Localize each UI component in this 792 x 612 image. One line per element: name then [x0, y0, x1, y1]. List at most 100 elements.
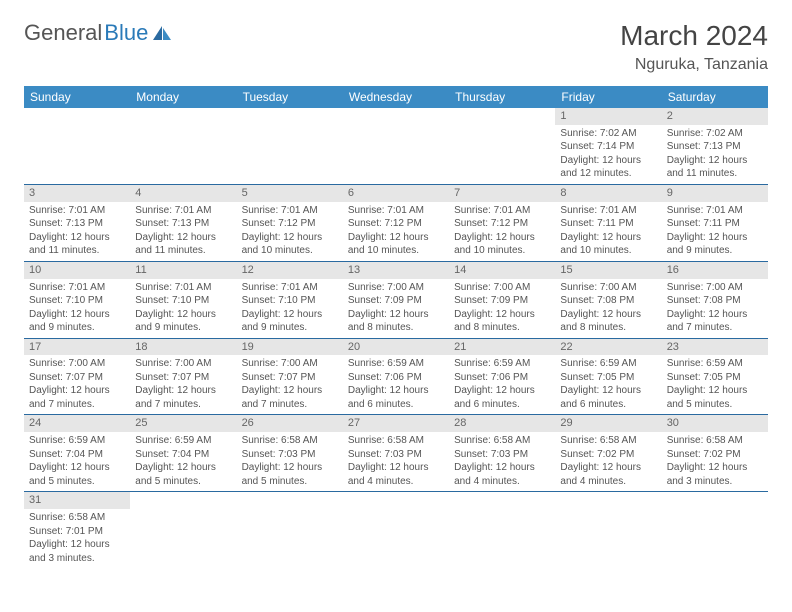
calendar-day-cell: [449, 108, 555, 184]
calendar-day-cell: [237, 492, 343, 568]
day-detail-daylight1: Daylight: 12 hours: [454, 461, 550, 475]
day-number: 15: [555, 262, 661, 279]
day-detail-sunrise: Sunrise: 6:58 AM: [29, 511, 125, 525]
calendar-day-cell: 13Sunrise: 7:00 AMSunset: 7:09 PMDayligh…: [343, 261, 449, 338]
calendar-day-cell: 19Sunrise: 7:00 AMSunset: 7:07 PMDayligh…: [237, 338, 343, 415]
day-detail-sunrise: Sunrise: 7:00 AM: [29, 357, 125, 371]
day-detail-daylight2: and 4 minutes.: [348, 475, 444, 489]
day-detail-sunrise: Sunrise: 6:58 AM: [667, 434, 763, 448]
header: GeneralBlue March 2024 Nguruka, Tanzania: [24, 20, 768, 74]
calendar-header-row: Sunday Monday Tuesday Wednesday Thursday…: [24, 86, 768, 108]
day-detail-daylight1: Daylight: 12 hours: [560, 154, 656, 168]
month-title: March 2024: [620, 20, 768, 52]
day-detail-daylight2: and 3 minutes.: [667, 475, 763, 489]
day-detail-daylight1: Daylight: 12 hours: [135, 461, 231, 475]
day-detail-daylight2: and 8 minutes.: [454, 321, 550, 335]
day-number: 1: [555, 108, 661, 125]
calendar-day-cell: [343, 492, 449, 568]
day-detail-daylight2: and 10 minutes.: [454, 244, 550, 258]
day-detail-sunset: Sunset: 7:09 PM: [454, 294, 550, 308]
day-detail-sunset: Sunset: 7:14 PM: [560, 140, 656, 154]
day-number: 27: [343, 415, 449, 432]
day-detail-sunset: Sunset: 7:07 PM: [135, 371, 231, 385]
day-detail-daylight1: Daylight: 12 hours: [348, 231, 444, 245]
calendar-day-cell: 8Sunrise: 7:01 AMSunset: 7:11 PMDaylight…: [555, 184, 661, 261]
day-detail-daylight1: Daylight: 12 hours: [454, 231, 550, 245]
day-detail-sunrise: Sunrise: 7:00 AM: [135, 357, 231, 371]
calendar-day-cell: 5Sunrise: 7:01 AMSunset: 7:12 PMDaylight…: [237, 184, 343, 261]
day-number: 13: [343, 262, 449, 279]
day-detail-sunset: Sunset: 7:12 PM: [242, 217, 338, 231]
calendar-day-cell: 18Sunrise: 7:00 AMSunset: 7:07 PMDayligh…: [130, 338, 236, 415]
calendar-day-cell: [130, 108, 236, 184]
day-detail-sunset: Sunset: 7:11 PM: [667, 217, 763, 231]
day-detail-sunrise: Sunrise: 7:01 AM: [667, 204, 763, 218]
day-number: 6: [343, 185, 449, 202]
day-detail-daylight1: Daylight: 12 hours: [348, 461, 444, 475]
day-detail-sunset: Sunset: 7:12 PM: [454, 217, 550, 231]
day-detail-daylight2: and 9 minutes.: [29, 321, 125, 335]
day-detail-sunset: Sunset: 7:07 PM: [242, 371, 338, 385]
day-number: 30: [662, 415, 768, 432]
day-detail-daylight1: Daylight: 12 hours: [454, 384, 550, 398]
calendar-week-row: 24Sunrise: 6:59 AMSunset: 7:04 PMDayligh…: [24, 415, 768, 492]
weekday-header: Sunday: [24, 86, 130, 108]
day-detail-sunset: Sunset: 7:01 PM: [29, 525, 125, 539]
calendar-day-cell: [130, 492, 236, 568]
calendar-day-cell: 20Sunrise: 6:59 AMSunset: 7:06 PMDayligh…: [343, 338, 449, 415]
calendar-day-cell: 17Sunrise: 7:00 AMSunset: 7:07 PMDayligh…: [24, 338, 130, 415]
day-detail-sunrise: Sunrise: 7:01 AM: [242, 281, 338, 295]
day-detail-sunset: Sunset: 7:11 PM: [560, 217, 656, 231]
day-number: 3: [24, 185, 130, 202]
calendar-day-cell: 25Sunrise: 6:59 AMSunset: 7:04 PMDayligh…: [130, 415, 236, 492]
day-detail-daylight1: Daylight: 12 hours: [29, 384, 125, 398]
day-number: 20: [343, 339, 449, 356]
day-detail-daylight1: Daylight: 12 hours: [135, 308, 231, 322]
day-detail-sunrise: Sunrise: 7:00 AM: [454, 281, 550, 295]
weekday-header: Friday: [555, 86, 661, 108]
day-detail-sunset: Sunset: 7:13 PM: [667, 140, 763, 154]
calendar-day-cell: [237, 108, 343, 184]
day-detail-daylight1: Daylight: 12 hours: [667, 154, 763, 168]
day-number: 22: [555, 339, 661, 356]
day-detail-sunset: Sunset: 7:10 PM: [135, 294, 231, 308]
day-detail-sunset: Sunset: 7:04 PM: [135, 448, 231, 462]
day-number: 5: [237, 185, 343, 202]
day-detail-sunset: Sunset: 7:02 PM: [560, 448, 656, 462]
day-detail-sunrise: Sunrise: 7:00 AM: [242, 357, 338, 371]
day-detail-daylight1: Daylight: 12 hours: [29, 308, 125, 322]
day-detail-sunset: Sunset: 7:12 PM: [348, 217, 444, 231]
day-detail-daylight2: and 4 minutes.: [560, 475, 656, 489]
calendar-week-row: 1Sunrise: 7:02 AMSunset: 7:14 PMDaylight…: [24, 108, 768, 184]
calendar-day-cell: 23Sunrise: 6:59 AMSunset: 7:05 PMDayligh…: [662, 338, 768, 415]
weekday-header: Saturday: [662, 86, 768, 108]
calendar-day-cell: 24Sunrise: 6:59 AMSunset: 7:04 PMDayligh…: [24, 415, 130, 492]
day-number: 14: [449, 262, 555, 279]
day-number: 4: [130, 185, 236, 202]
weekday-header: Wednesday: [343, 86, 449, 108]
day-number: 28: [449, 415, 555, 432]
day-detail-daylight2: and 7 minutes.: [667, 321, 763, 335]
day-detail-sunrise: Sunrise: 6:59 AM: [560, 357, 656, 371]
weekday-header: Thursday: [449, 86, 555, 108]
day-detail-sunrise: Sunrise: 6:58 AM: [560, 434, 656, 448]
calendar-day-cell: 14Sunrise: 7:00 AMSunset: 7:09 PMDayligh…: [449, 261, 555, 338]
calendar-day-cell: [343, 108, 449, 184]
calendar-day-cell: 9Sunrise: 7:01 AMSunset: 7:11 PMDaylight…: [662, 184, 768, 261]
day-detail-daylight1: Daylight: 12 hours: [560, 308, 656, 322]
day-detail-daylight2: and 5 minutes.: [242, 475, 338, 489]
day-number: 17: [24, 339, 130, 356]
day-detail-sunrise: Sunrise: 6:58 AM: [242, 434, 338, 448]
day-detail-sunrise: Sunrise: 7:00 AM: [560, 281, 656, 295]
calendar-day-cell: [449, 492, 555, 568]
day-number: 26: [237, 415, 343, 432]
day-detail-daylight1: Daylight: 12 hours: [348, 308, 444, 322]
day-detail-daylight2: and 10 minutes.: [560, 244, 656, 258]
day-detail-daylight2: and 9 minutes.: [135, 321, 231, 335]
day-detail-sunrise: Sunrise: 6:59 AM: [667, 357, 763, 371]
day-number: 19: [237, 339, 343, 356]
day-detail-daylight2: and 12 minutes.: [560, 167, 656, 181]
calendar-day-cell: 26Sunrise: 6:58 AMSunset: 7:03 PMDayligh…: [237, 415, 343, 492]
day-detail-daylight1: Daylight: 12 hours: [560, 231, 656, 245]
calendar-day-cell: 1Sunrise: 7:02 AMSunset: 7:14 PMDaylight…: [555, 108, 661, 184]
